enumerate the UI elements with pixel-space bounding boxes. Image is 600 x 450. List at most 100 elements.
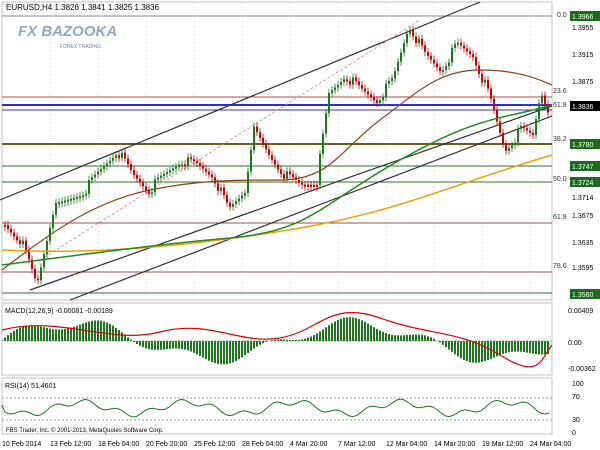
- candle-body: [274, 159, 276, 165]
- candle-body: [43, 254, 45, 268]
- macd-bar: [400, 335, 402, 341]
- macd-bar: [232, 341, 234, 363]
- macd-bar: [175, 341, 177, 349]
- ma-slow: [1, 154, 553, 253]
- candle-body: [136, 174, 138, 179]
- candle-body: [7, 225, 9, 229]
- macd-bar: [379, 330, 381, 341]
- candle-body: [355, 77, 357, 82]
- ma-fast: [1, 69, 553, 271]
- candle-body: [304, 184, 306, 187]
- macd-bar: [82, 323, 84, 341]
- candle-body: [82, 195, 84, 198]
- macd-bar: [181, 341, 183, 350]
- candle-body: [40, 267, 42, 281]
- macd-bar: [334, 321, 336, 341]
- candle-body: [403, 43, 405, 53]
- candle-body: [55, 203, 57, 215]
- candle-body: [346, 79, 348, 82]
- candle-body: [286, 171, 288, 179]
- macd-bar: [451, 341, 453, 352]
- candle-body: [454, 44, 456, 48]
- candle-body: [328, 93, 330, 114]
- macd-bar: [481, 341, 483, 363]
- candle-body: [106, 163, 108, 167]
- macd-bar: [34, 325, 36, 341]
- candle-body: [418, 38, 420, 44]
- macd-bar: [223, 341, 225, 365]
- macd-bar: [346, 317, 348, 341]
- candle-body: [52, 215, 54, 229]
- candle-body: [430, 55, 432, 60]
- candle-body: [262, 137, 264, 144]
- macd-bar: [307, 337, 309, 341]
- candle-body: [67, 199, 69, 202]
- candle-body: [25, 240, 27, 251]
- candle-body: [232, 204, 234, 207]
- macd-bar: [487, 341, 489, 361]
- macd-bar: [415, 334, 417, 341]
- macd-bar: [154, 341, 156, 350]
- candle-body: [280, 169, 282, 174]
- candle-body: [361, 85, 363, 89]
- candle-body: [460, 42, 462, 46]
- candle-body: [508, 148, 510, 151]
- fib-label-0: 0.0: [557, 12, 567, 19]
- price-badge-2: [570, 161, 600, 171]
- macd-bar: [4, 337, 6, 341]
- ma-medium: [1, 104, 553, 266]
- candle-body: [271, 155, 273, 160]
- fib-label-23: 23.6: [553, 88, 567, 95]
- candle-body: [472, 54, 474, 57]
- candle-body: [277, 164, 279, 170]
- macd-bar: [211, 341, 213, 362]
- macd-bar: [289, 339, 291, 341]
- rsi-line: [1, 397, 552, 421]
- macd-bar: [337, 319, 339, 341]
- macd-bar: [124, 334, 126, 341]
- rsi-panel[interactable]: [1, 377, 553, 435]
- symbol-info: EURUSD,H4 1.3826 1.3841 1.3825 1.3836: [6, 3, 160, 12]
- price-label-7: 1.3747: [572, 164, 594, 171]
- candle-body: [316, 184, 318, 187]
- macd-bar: [391, 334, 393, 341]
- candle-body: [337, 84, 339, 88]
- candle-body: [469, 51, 471, 55]
- macd-bar: [340, 318, 342, 341]
- candle-body: [370, 94, 372, 98]
- macd-signal-line: [1, 311, 553, 368]
- macd-bar: [31, 325, 33, 341]
- macd-bar: [547, 341, 549, 354]
- macd-bar: [538, 341, 540, 355]
- time-axis: 10 Feb 2014 13 Feb 12:00 18 Feb 04:00 20…: [2, 441, 571, 448]
- candle-body: [118, 155, 120, 159]
- candle-body: [196, 161, 198, 164]
- macd-bar: [403, 335, 405, 341]
- fib-label-61b: 61.8: [553, 214, 567, 221]
- macd-bar: [457, 341, 459, 357]
- channel-upper: [0, 1, 481, 201]
- macd-bar: [376, 328, 378, 341]
- macd-bar: [367, 323, 369, 341]
- macd-bar: [493, 341, 495, 358]
- rsi-axis-70: 70: [572, 394, 580, 401]
- macd-bar: [106, 322, 108, 341]
- price-label-9: 1.3714: [572, 195, 594, 202]
- candle-body: [547, 104, 549, 113]
- macd-bar: [163, 341, 165, 350]
- candle-body: [31, 259, 33, 269]
- logo-subtext: FOREX TRADING: [60, 44, 101, 50]
- macd-bar: [529, 341, 531, 354]
- candle-body: [517, 128, 519, 143]
- candle-body: [259, 132, 261, 138]
- macd-bar: [427, 336, 429, 341]
- macd-bar: [160, 341, 162, 350]
- macd-bar: [478, 341, 480, 363]
- candle-body: [268, 149, 270, 155]
- candle-body: [112, 158, 114, 161]
- macd-bar: [235, 341, 237, 361]
- macd-bar: [37, 326, 39, 341]
- macd-bar: [433, 338, 435, 341]
- macd-bar: [358, 319, 360, 341]
